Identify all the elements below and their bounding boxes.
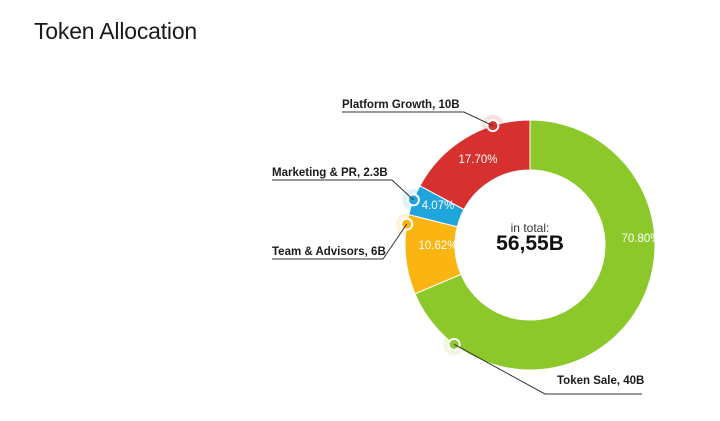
slices-group [404,119,656,371]
leader-line-marketing-pr [272,179,414,201]
percent-labels-group: 70.80% 10.62% 4.07% 17.70% [418,154,660,252]
pct-label-platform-growth: 17.70% [458,154,497,166]
callout-label-platform-growth: Platform Growth, 10B [342,99,460,111]
pct-label-token-sale: 70.80% [621,233,660,245]
pct-label-marketing-pr: 4.07% [422,200,455,212]
center-value: 56,55B [496,232,564,255]
callout-label-token-sale: Token Sale, 40B [557,375,644,387]
leader-line-token-sale [453,343,642,395]
leader-line-team-advisors [272,223,408,260]
center-label: in total: [511,221,550,235]
callout-label-team-advisors: Team & Advisors, 6B [272,246,386,258]
slice-platform-growth [419,119,531,211]
callouts-group: Token Sale, 40B Team & Advisors, 6B Market… [272,99,644,395]
page-title: Token Allocation [34,18,198,44]
leader-line-platform-growth [342,111,494,127]
callout-label-marketing-pr: Marketing & PR, 2.3B [272,167,388,179]
slice-token-sale [414,119,656,371]
pct-label-team-advisors: 10.62% [418,240,457,252]
